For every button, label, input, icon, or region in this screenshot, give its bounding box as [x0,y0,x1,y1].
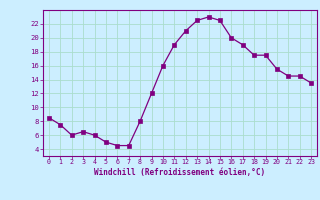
X-axis label: Windchill (Refroidissement éolien,°C): Windchill (Refroidissement éolien,°C) [94,168,266,177]
